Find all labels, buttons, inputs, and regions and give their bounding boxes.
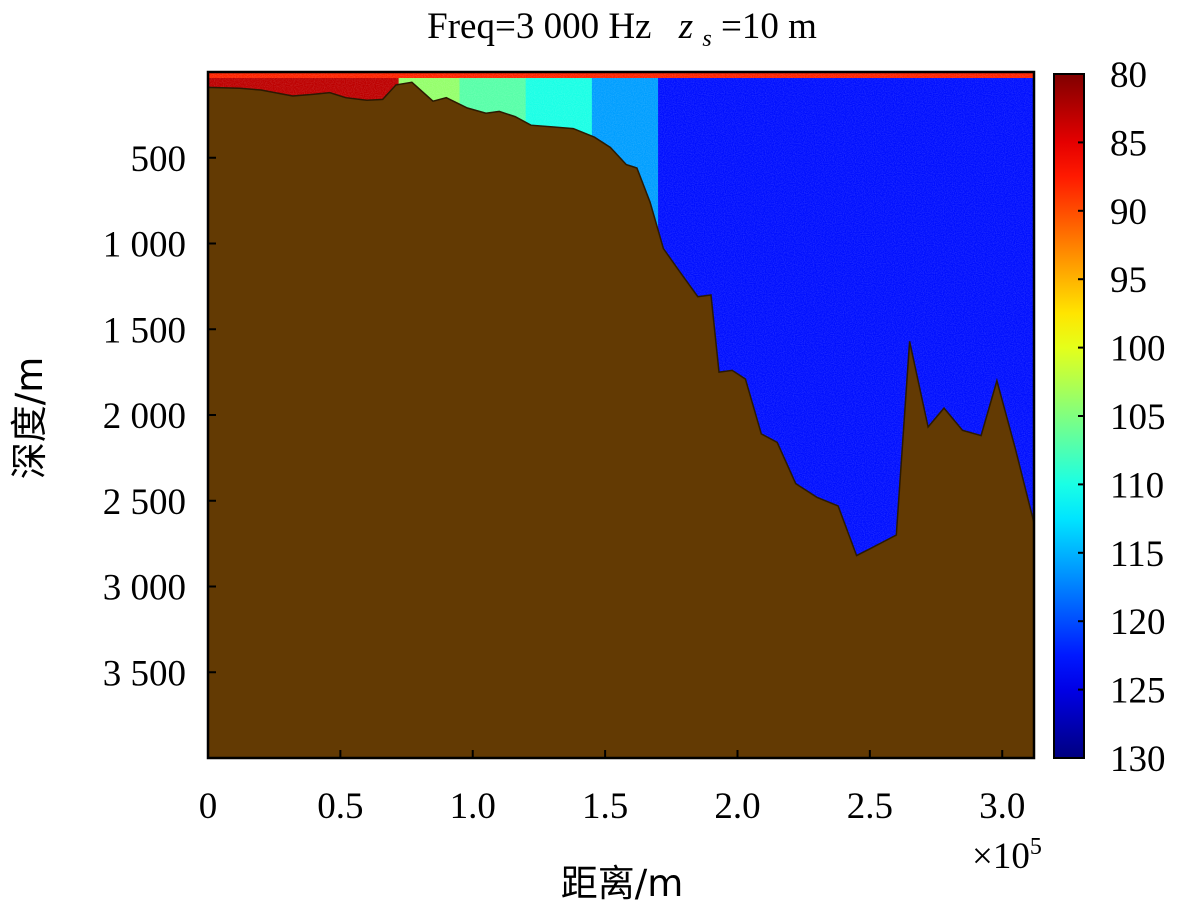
- chart-title-source-val: =10 m: [721, 6, 817, 47]
- colorbar-tick-label: 85: [1110, 123, 1147, 164]
- colorbar-tick-label: 110: [1110, 465, 1164, 506]
- chart-title-source-var: z: [678, 6, 693, 47]
- y-tick-label: 1 000: [103, 225, 186, 266]
- colorbar-tick-label: 90: [1110, 192, 1147, 233]
- colorbar-tick-label: 105: [1110, 397, 1166, 438]
- colorbar-ticks: 80 85 90 95 100 105 110 115 120 125 130: [1078, 55, 1166, 780]
- x-tick-label: 1.0: [450, 786, 496, 827]
- x-multiplier: ×105: [972, 834, 1042, 877]
- colorbar-tick-label: 100: [1110, 329, 1166, 370]
- x-axis-ticks: 0 0.5 1.0 1.5 2.0 2.5 3.0: [199, 750, 1025, 827]
- chart-title-source-sub: s: [702, 26, 711, 52]
- x-axis-title: 距离/m: [561, 862, 684, 905]
- colorbar: [1053, 73, 1085, 759]
- y-tick-label: 2 000: [103, 396, 186, 437]
- colorbar-tick-label: 80: [1110, 55, 1147, 96]
- colorbar-tick-label: 125: [1110, 671, 1166, 712]
- colorbar-tick-label: 95: [1110, 260, 1147, 301]
- x-tick-label: 3.0: [979, 786, 1025, 827]
- y-axis-title: 深度/m: [8, 357, 51, 480]
- chart-title-freq: Freq=3 000 Hz: [427, 6, 651, 47]
- y-tick-label: 500: [131, 139, 187, 180]
- y-tick-label: 3 000: [103, 568, 186, 609]
- x-tick-label: 2.0: [714, 786, 760, 827]
- x-tick-label: 0.5: [317, 786, 363, 827]
- y-tick-label: 1 500: [103, 310, 186, 351]
- x-tick-label: 1.5: [582, 786, 628, 827]
- x-tick-label: 0: [199, 786, 218, 827]
- colorbar-tick-label: 130: [1110, 739, 1166, 780]
- y-axis-ticks: 500 1 000 1 500 2 000 2 500 3 000 3 500: [103, 139, 216, 694]
- x-tick-label: 2.5: [847, 786, 893, 827]
- plot-area: [208, 72, 1034, 758]
- y-tick-label: 3 500: [103, 653, 186, 694]
- seabed-bathymetry: [208, 81, 1034, 758]
- y-tick-label: 2 500: [103, 482, 186, 523]
- colorbar-tick-label: 115: [1110, 534, 1164, 575]
- colorbar-tick-label: 120: [1110, 602, 1166, 643]
- chart-title: Freq=3 000 Hz z s =10 m: [427, 6, 817, 55]
